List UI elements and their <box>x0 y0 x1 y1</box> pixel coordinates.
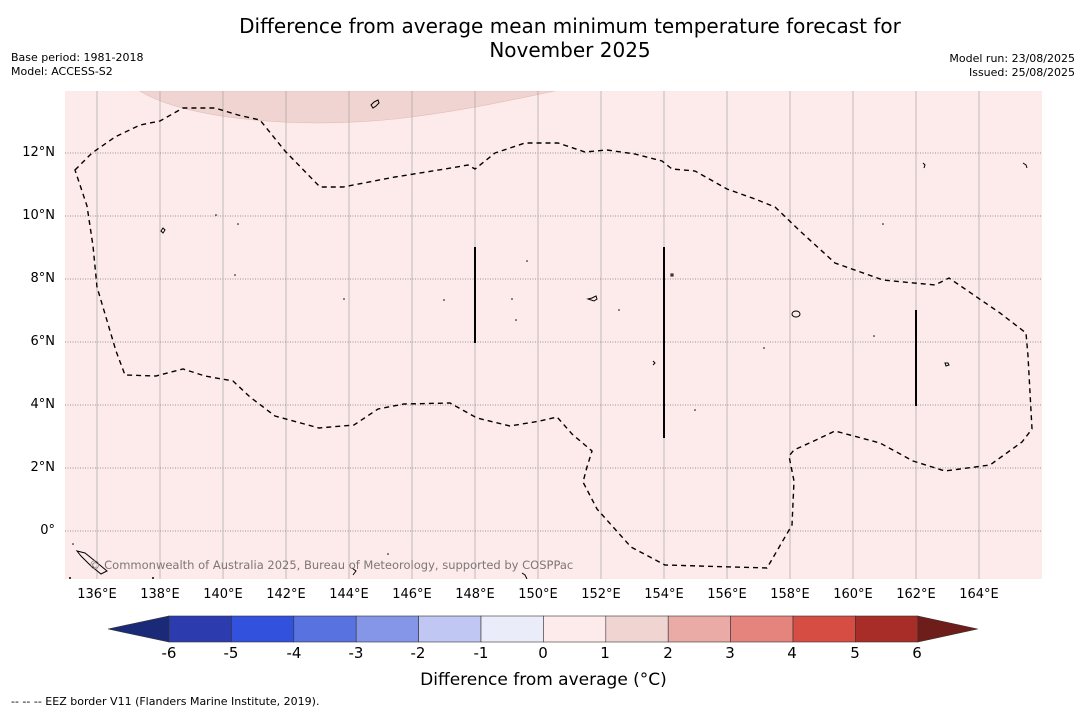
colorbar-tick: 6 <box>912 644 922 662</box>
lat-label: 6°N <box>30 334 56 349</box>
colorbar <box>107 615 978 643</box>
colorbar-tick: -5 <box>223 644 239 662</box>
colorbar-tick: -6 <box>161 644 177 662</box>
colorbar-cell <box>168 615 232 643</box>
colorbar-tick: 4 <box>787 644 797 662</box>
colorbar-tick: -1 <box>473 644 489 662</box>
colorbar-cell <box>855 615 919 643</box>
lon-label: 154°E <box>644 587 684 602</box>
lon-label: 150°E <box>518 587 558 602</box>
lat-label: 0° <box>40 523 55 538</box>
forecast-markers <box>474 247 917 438</box>
warm-anomaly-patch <box>139 91 556 124</box>
longitude-gridlines <box>96 91 980 579</box>
colorbar-tick: -3 <box>348 644 364 662</box>
eez-legend-note: -- -- -- EEZ border V11 (Flanders Marine… <box>11 695 320 708</box>
meta-right: Model run: 23/08/2025 Issued: 25/08/2025 <box>949 52 1075 80</box>
lat-label: 10°N <box>22 208 55 223</box>
lon-label: 158°E <box>770 587 810 602</box>
colorbar-cell <box>355 615 419 643</box>
colorbar-tick: -4 <box>286 644 302 662</box>
colorbar-cell <box>605 615 669 643</box>
lon-label: 138°E <box>140 587 180 602</box>
colorbar-cell <box>231 615 295 643</box>
colorbar-cell <box>480 615 544 643</box>
lon-label: 148°E <box>455 587 495 602</box>
lon-label: 164°E <box>959 587 999 602</box>
colorbar-tick: 0 <box>538 644 548 662</box>
lon-label: 142°E <box>266 587 306 602</box>
map-canvas <box>65 91 1042 579</box>
lon-label: 162°E <box>896 587 936 602</box>
map-panel: © Commonwealth of Australia 2025, Bureau… <box>65 91 1042 579</box>
lat-label: 4°N <box>30 397 56 412</box>
colorbar-cell <box>418 615 482 643</box>
model-run: Model run: 23/08/2025 <box>949 52 1075 65</box>
colorbar-cell <box>792 615 856 643</box>
colorbar-tick: -2 <box>410 644 426 662</box>
colorbar-tick: 2 <box>663 644 673 662</box>
lon-label: 160°E <box>833 587 873 602</box>
map-title: Difference from average mean minimum tem… <box>210 14 930 62</box>
lon-label: 136°E <box>77 587 117 602</box>
model-name: Model: ACCESS-S2 <box>11 65 113 78</box>
meta-left: Base period: 1981-2018 Model: ACCESS-S2 <box>11 51 143 79</box>
base-period: Base period: 1981-2018 <box>11 51 144 64</box>
eez-border <box>74 107 1033 569</box>
lon-label: 152°E <box>581 587 621 602</box>
issued-date: Issued: 25/08/2025 <box>968 66 1075 79</box>
lat-label: 2°N <box>30 460 56 475</box>
copyright-notice: © Commonwealth of Australia 2025, Bureau… <box>89 558 574 572</box>
lat-label: 12°N <box>22 145 55 160</box>
title-line-1: Difference from average mean minimum tem… <box>239 14 901 38</box>
colorbar-extend-low <box>107 615 170 643</box>
colorbar-cell <box>730 615 794 643</box>
colorbar-cell <box>543 615 607 643</box>
lon-label: 144°E <box>329 587 369 602</box>
lat-label: 8°N <box>30 271 56 286</box>
colorbar-tick: 1 <box>600 644 610 662</box>
colorbar-label: Difference from average (°C) <box>420 670 667 690</box>
lon-label: 140°E <box>203 587 243 602</box>
lon-label: 146°E <box>392 587 432 602</box>
colorbar-tick: 5 <box>850 644 860 662</box>
colorbar-cell <box>293 615 357 643</box>
latitude-gridlines <box>65 152 1042 532</box>
colorbar-extend-high <box>917 615 978 643</box>
islands <box>75 99 1028 579</box>
colorbar-cell <box>667 615 731 643</box>
colorbar-tick: 3 <box>725 644 735 662</box>
title-line-2: November 2025 <box>489 38 651 62</box>
lon-label: 156°E <box>707 587 747 602</box>
island-dots <box>69 214 884 579</box>
